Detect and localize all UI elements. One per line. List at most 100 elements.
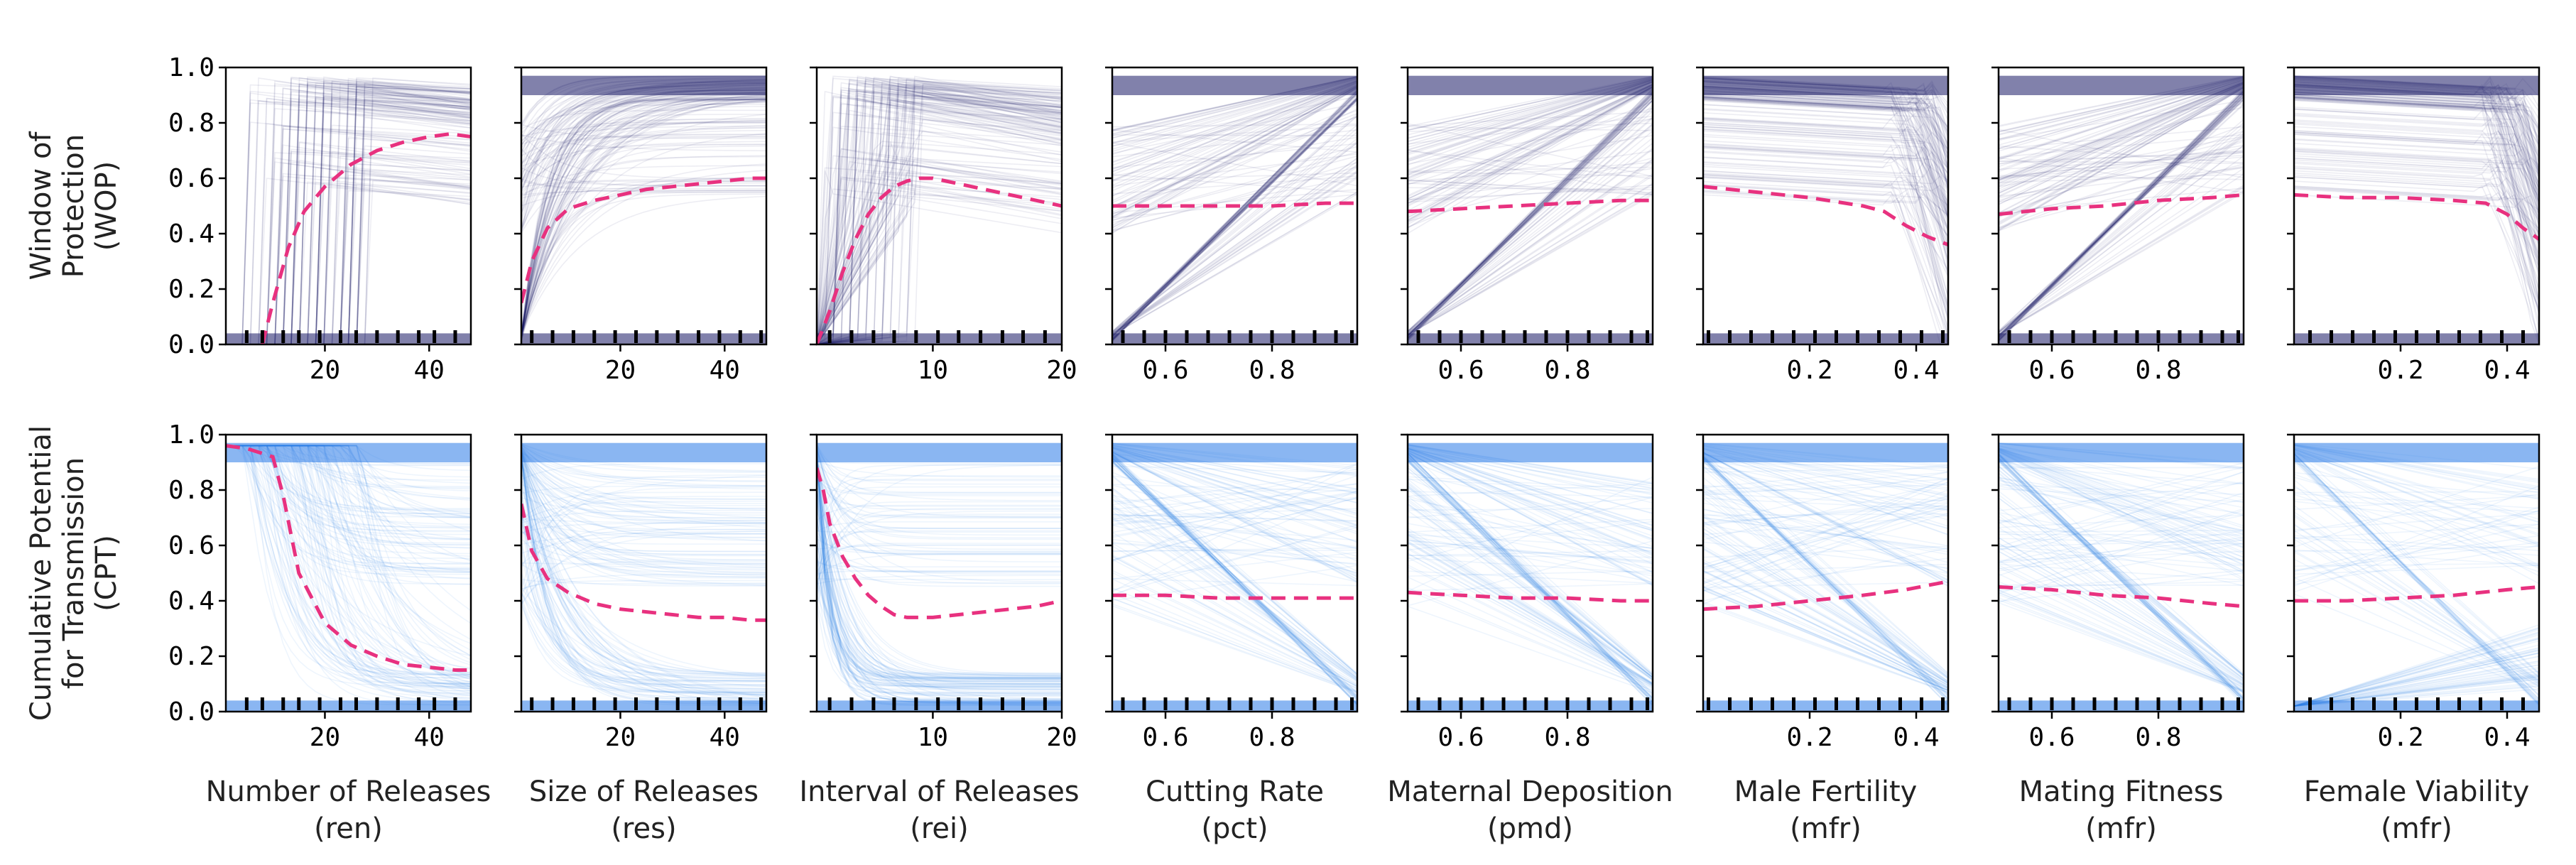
panel-r1-c2: 10 20: [810, 433, 1077, 752]
ice-curve: [1112, 146, 1357, 206]
ice-curve: [1408, 583, 1653, 592]
ice-curve: [1408, 507, 1653, 553]
ice-curve: [2294, 454, 2539, 704]
ice-curve: [1999, 570, 2244, 592]
ice-curve: [817, 462, 1062, 675]
ice-curve: [1999, 547, 2244, 686]
ice-curve: [1703, 582, 1948, 588]
ice-curve: [1999, 134, 2244, 158]
y-tick-label: 0.4: [168, 219, 214, 249]
ice-curve: [1703, 121, 1948, 222]
ice-curve: [521, 473, 766, 568]
ice-curve: [2294, 453, 2539, 703]
ice-density-band-high: [226, 442, 471, 462]
ice-curve: [1408, 547, 1653, 686]
ice-curve: [817, 553, 1062, 577]
ice-curve: [226, 141, 471, 344]
ice-curve: [1999, 567, 2244, 689]
ice-curve: [1408, 467, 1653, 676]
ice-curve: [226, 80, 471, 344]
ice-curve: [2294, 660, 2539, 707]
ice-curve: [1408, 531, 1653, 577]
ice-curve: [2294, 96, 2539, 220]
ice-curve: [1112, 507, 1357, 681]
ice-curve: [817, 518, 1062, 682]
ice-curve: [521, 155, 766, 234]
ice-curve: [226, 83, 471, 344]
ice-curve: [1703, 586, 1948, 691]
ice-curve: [1703, 571, 1948, 690]
ice-curve: [521, 459, 766, 697]
ice-curve: [1703, 126, 1948, 194]
ice-curve: [1703, 545, 1948, 686]
ice-curve: [226, 95, 471, 344]
ice-curve: [2294, 134, 2539, 260]
ice-curve: [1999, 490, 2244, 679]
panel-r0-c6: 0.6 0.8: [1991, 66, 2245, 385]
ice-curve: [1703, 126, 1948, 273]
ice-curve: [521, 452, 766, 700]
ice-curve: [817, 486, 1062, 678]
ice-curve: [1408, 489, 1653, 679]
ice-curve: [1408, 486, 1653, 678]
x-tick-label: 0.4: [2484, 723, 2530, 752]
ice-curve: [1999, 454, 2244, 695]
ice-curve: [521, 163, 766, 334]
ice-curve: [521, 99, 766, 331]
ice-curve: [817, 554, 1062, 687]
ice-curve: [1112, 82, 1357, 186]
ice-curve: [1999, 91, 2244, 339]
ice-curve: [2294, 194, 2539, 211]
ice-curve: [521, 120, 766, 230]
ice-curve: [1703, 458, 1948, 700]
ice-curve: [226, 97, 471, 344]
ice-curve: [1408, 92, 1653, 338]
ice-curve: [226, 97, 471, 344]
ice-curve: [817, 469, 1062, 553]
ice-curve: [817, 102, 1062, 344]
ice-curve: [226, 111, 471, 344]
ice-curve: [1112, 123, 1357, 128]
ice-curve: [2294, 97, 2539, 291]
ice-curve: [521, 180, 766, 196]
ice-curve: [817, 445, 1062, 494]
ice-curve: [521, 459, 766, 696]
ice-curve: [2294, 121, 2539, 190]
ice-curve: [1408, 92, 1653, 336]
ice-curve: [1703, 570, 1948, 689]
ice-curve: [521, 180, 766, 335]
ice-curve: [1999, 83, 2244, 198]
ice-curve: [226, 445, 471, 699]
ice-curve: [226, 151, 471, 344]
ice-curve: [1999, 550, 2244, 687]
ice-curve: [1999, 87, 2244, 232]
ice-curve: [817, 472, 1062, 494]
ice-curve: [1703, 162, 1948, 306]
ice-curve: [1703, 467, 1948, 529]
ice-curve: [521, 100, 766, 339]
ice-curve: [1703, 570, 1948, 689]
ice-curve: [817, 79, 1062, 344]
ice-curve: [1999, 85, 2244, 214]
ice-curve: [2294, 96, 2539, 197]
ice-curve: [521, 446, 766, 509]
ice-curve: [1999, 134, 2244, 333]
ice-curve: [1703, 455, 1948, 695]
ice-curve: [1703, 580, 1948, 690]
ice-curve: [1999, 126, 2244, 150]
ice-curve: [1112, 457, 1357, 704]
ice-curve: [1408, 540, 1653, 685]
ice-curve: [817, 126, 1062, 344]
ice-curve: [2294, 538, 2539, 685]
ice-curve: [1999, 539, 2244, 572]
ice-curve: [2294, 153, 2539, 256]
ice-curve: [1408, 516, 1653, 549]
ice-curve: [226, 174, 471, 344]
ice-curve: [2294, 97, 2539, 268]
ice-curve: [817, 469, 1062, 676]
ice-curve: [1999, 144, 2244, 187]
ice-curve: [1112, 97, 1357, 339]
ice-curve: [817, 80, 1062, 344]
ice-curve: [1999, 461, 2244, 562]
ice-curve: [1999, 539, 2244, 548]
